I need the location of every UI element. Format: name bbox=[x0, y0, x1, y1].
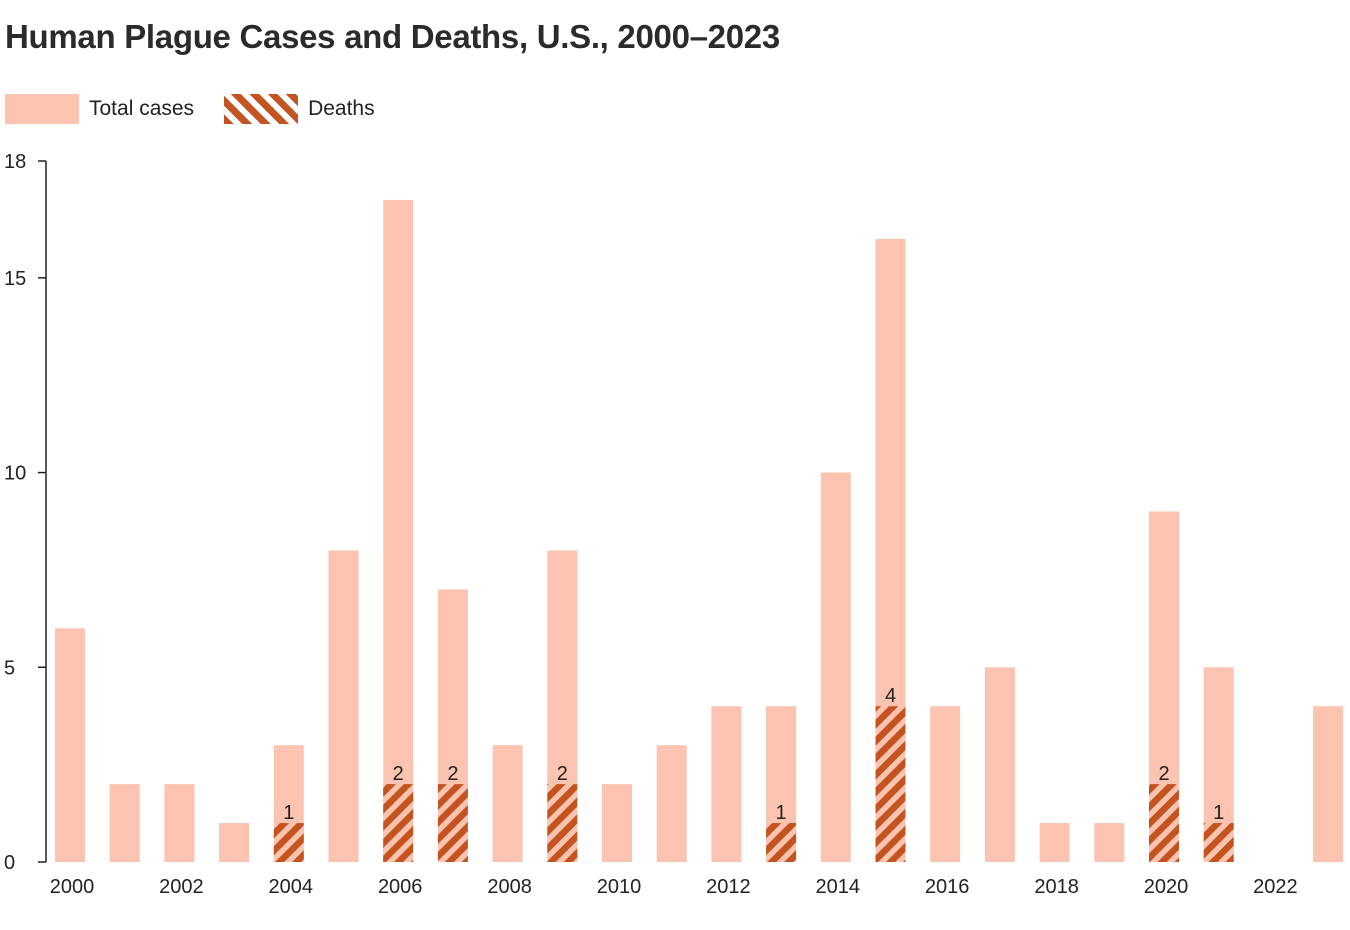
bar-deaths-2006 bbox=[383, 784, 414, 862]
data-label-deaths-2015: 4 bbox=[885, 685, 896, 707]
x-tick-label: 2012 bbox=[706, 876, 751, 898]
data-label-deaths-2009: 2 bbox=[557, 763, 568, 785]
bar-total-cases-2012 bbox=[711, 706, 742, 862]
bar-deaths-2009 bbox=[547, 784, 578, 862]
x-tick-label: 2002 bbox=[159, 876, 204, 898]
bar-total-cases-2017 bbox=[984, 667, 1015, 862]
legend-swatch-total-cases bbox=[5, 94, 79, 124]
data-label-deaths-2020: 2 bbox=[1158, 763, 1169, 785]
data-label-deaths-2013: 1 bbox=[776, 802, 787, 824]
bar-total-cases-2011 bbox=[656, 745, 687, 862]
bar-total-cases-2016 bbox=[930, 706, 961, 862]
data-label-deaths-2004: 1 bbox=[283, 802, 294, 824]
bar-total-cases-2002 bbox=[164, 784, 195, 862]
x-tick-label: 2022 bbox=[1253, 876, 1298, 898]
legend-label-deaths: Deaths bbox=[308, 97, 375, 120]
y-tick-label: 0 bbox=[4, 852, 15, 874]
x-tick-label: 2010 bbox=[597, 876, 642, 898]
y-tick-label: 15 bbox=[4, 268, 26, 290]
bar-total-cases-2005 bbox=[328, 550, 359, 862]
bar-deaths-2021 bbox=[1203, 823, 1234, 862]
x-tick-label: 2008 bbox=[487, 876, 532, 898]
chart-title: Human Plague Cases and Deaths, U.S., 200… bbox=[5, 18, 780, 55]
data-label-deaths-2007: 2 bbox=[447, 763, 458, 785]
bar-deaths-2015 bbox=[875, 706, 906, 862]
x-tick-label: 2004 bbox=[269, 876, 314, 898]
x-tick-label: 2000 bbox=[50, 876, 95, 898]
bar-total-cases-2003 bbox=[219, 823, 250, 862]
data-label-deaths-2006: 2 bbox=[393, 763, 404, 785]
bar-total-cases-2019 bbox=[1094, 823, 1125, 862]
legend-swatch-deaths bbox=[224, 94, 299, 124]
y-tick-label: 18 bbox=[4, 151, 26, 173]
y-tick-label: 5 bbox=[4, 657, 15, 679]
y-tick-label: 10 bbox=[4, 463, 26, 485]
bar-deaths-2013 bbox=[766, 823, 797, 862]
bar-deaths-2004 bbox=[273, 823, 304, 862]
bar-total-cases-2010 bbox=[602, 784, 632, 862]
bar-total-cases-2018 bbox=[1039, 823, 1070, 862]
bar-total-cases-2001 bbox=[109, 784, 140, 862]
x-tick-label: 2014 bbox=[816, 876, 861, 898]
bar-total-cases-2006 bbox=[383, 199, 414, 862]
bar-deaths-2020 bbox=[1149, 784, 1179, 862]
bar-total-cases-2014 bbox=[820, 472, 851, 862]
bar-total-cases-2000 bbox=[55, 628, 85, 862]
legend-label-total-cases: Total cases bbox=[89, 97, 195, 120]
x-tick-label: 2016 bbox=[925, 876, 970, 898]
bar-total-cases-2008 bbox=[492, 745, 523, 862]
bar-total-cases-2023 bbox=[1313, 706, 1344, 862]
legend: Total cases Deaths bbox=[5, 94, 405, 124]
x-tick-label: 2006 bbox=[378, 876, 423, 898]
data-label-deaths-2021: 1 bbox=[1213, 802, 1224, 824]
bar-deaths-2007 bbox=[437, 784, 468, 862]
x-tick-label: 2018 bbox=[1034, 876, 1079, 898]
x-tick-label: 2020 bbox=[1144, 876, 1189, 898]
